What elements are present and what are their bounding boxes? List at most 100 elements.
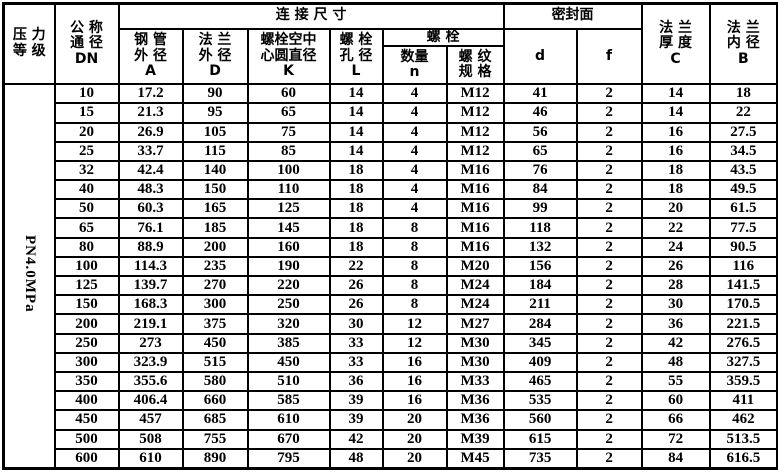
table-header: 压 力 等 级 公 称 通 径 DN 连 接 尺 寸 密封面 法 兰 厚 度 C… — [2, 2, 778, 86]
table-cell: 114.3 — [117, 255, 184, 278]
table-cell: 450 — [181, 332, 249, 354]
table-cell: 18 — [328, 217, 384, 239]
table-cell: 43.5 — [708, 159, 778, 182]
table-cell: M27 — [445, 313, 505, 335]
table-cell: 77.5 — [708, 217, 778, 239]
table-cell: 84 — [640, 447, 711, 470]
table-cell: 88.9 — [117, 236, 184, 258]
table-cell: 200 — [53, 313, 120, 335]
table-cell: 20 — [381, 447, 448, 470]
header-bolt-thread-spec: 螺 纹 规 格 — [445, 45, 505, 86]
table-row: 32 42.4 140 100 18 4 M16 76 2 18 43.5 — [4, 159, 778, 182]
table-cell: 84 — [502, 179, 578, 201]
table-cell: 22 — [640, 217, 711, 239]
table-cell: 184 — [502, 275, 578, 297]
table-cell: 26.9 — [117, 121, 184, 143]
table-cell: 500 — [53, 428, 120, 450]
table-cell: 2 — [575, 255, 643, 278]
table-cell: 34.5 — [708, 140, 778, 162]
table-cell: 61.5 — [708, 198, 778, 220]
table-cell: 140 — [181, 159, 249, 182]
table-cell: 450 — [246, 351, 331, 373]
table-cell: 610 — [117, 447, 184, 470]
table-cell: 30 — [328, 313, 384, 335]
header-connection-dims: 连 接 尺 寸 — [117, 2, 505, 30]
table-cell: M16 — [445, 159, 505, 182]
table-cell: 18 — [328, 198, 384, 220]
table-cell: 16 — [640, 140, 711, 162]
table-cell: M12 — [445, 102, 505, 124]
header-bolt-hole-diameter: 螺 栓 孔 径 L — [328, 27, 384, 86]
table-cell: 220 — [246, 275, 331, 297]
table-cell: 457 — [117, 409, 184, 431]
table-cell: 2 — [575, 294, 643, 316]
table-cell: 132 — [502, 236, 578, 258]
table-cell: 60 — [246, 83, 331, 105]
table-cell: 350 — [53, 370, 120, 393]
table-cell: 2 — [575, 332, 643, 354]
header-bolt-circle-diameter: 螺栓空中 心圆直径 K — [246, 27, 331, 86]
table-cell: 375 — [181, 313, 249, 335]
table-cell: 406.4 — [117, 390, 184, 412]
table-cell: M36 — [445, 390, 505, 412]
table-cell: 125 — [53, 275, 120, 297]
header-row-1: 压 力 等 级 公 称 通 径 DN 连 接 尺 寸 密封面 法 兰 厚 度 C… — [2, 2, 778, 86]
table-cell: 890 — [181, 447, 249, 470]
table-cell: 16 — [381, 390, 448, 412]
table-cell: M16 — [445, 236, 505, 258]
table-cell: M16 — [445, 179, 505, 201]
table-cell: 2 — [575, 409, 643, 431]
table-cell: 18 — [328, 179, 384, 201]
header-flange-inner-diameter: 法 兰 内 径 B — [708, 2, 778, 86]
table-cell: 36 — [640, 313, 711, 335]
table-cell: 25 — [53, 140, 120, 162]
table-cell: 795 — [246, 447, 331, 470]
table-row: 100 114.3 235 190 22 8 M20 156 2 26 116 — [4, 255, 778, 278]
table-cell: 10 — [53, 83, 120, 105]
table-cell: 21.3 — [117, 102, 184, 124]
header-row-3: 数量 n 螺 纹 规 格 — [4, 45, 778, 86]
table-cell: 4 — [381, 198, 448, 220]
table-cell: 168.3 — [117, 294, 184, 316]
table-cell: 450 — [53, 409, 120, 431]
table-cell: 219.1 — [117, 313, 184, 335]
table-cell: 42 — [640, 332, 711, 354]
table-row: 150 168.3 300 250 26 8 M24 211 2 30 170.5 — [4, 294, 778, 316]
table-cell: 300 — [181, 294, 249, 316]
table-cell: M24 — [445, 275, 505, 297]
table-cell: 660 — [181, 390, 249, 412]
table-cell: 2 — [575, 390, 643, 412]
table-cell: 26 — [328, 294, 384, 316]
table-cell: 28 — [640, 275, 711, 297]
table-row: 250 273 450 385 33 12 M30 345 2 42 276.5 — [4, 332, 778, 354]
table-cell: 18 — [640, 159, 711, 182]
table-cell: 80 — [53, 236, 120, 258]
table-row: 65 76.1 185 145 18 8 M16 118 2 22 77.5 — [4, 217, 778, 239]
table-cell: 46 — [502, 102, 578, 124]
table-cell: 65 — [53, 217, 120, 239]
table-cell: 160 — [246, 236, 331, 258]
table-cell: 300 — [53, 351, 120, 373]
table-cell: 2 — [575, 275, 643, 297]
table-cell: 40 — [53, 179, 120, 201]
table-row: 200 219.1 375 320 30 12 M27 284 2 36 221.5 — [4, 313, 778, 335]
table-cell: 48 — [328, 447, 384, 470]
table-cell: 2 — [575, 179, 643, 201]
table-cell: M12 — [445, 121, 505, 143]
table-cell: 115 — [181, 140, 249, 162]
table-cell: 18 — [640, 179, 711, 201]
table-cell: 20 — [381, 409, 448, 431]
table-cell: 65 — [246, 102, 331, 124]
table-cell: 4 — [381, 140, 448, 162]
table-cell: 27.5 — [708, 121, 778, 143]
table-cell: 2 — [575, 217, 643, 239]
table-cell: 8 — [381, 294, 448, 316]
table-cell: 585 — [246, 390, 331, 412]
table-cell: 735 — [502, 447, 578, 470]
table-cell: M12 — [445, 83, 505, 105]
table-row: 300 323.9 515 450 33 16 M30 409 2 48 327.5 — [4, 351, 778, 373]
table-cell: 110 — [246, 179, 331, 201]
table-cell: 22 — [328, 255, 384, 278]
table-cell: 48 — [640, 351, 711, 373]
table-cell: 33 — [328, 351, 384, 373]
